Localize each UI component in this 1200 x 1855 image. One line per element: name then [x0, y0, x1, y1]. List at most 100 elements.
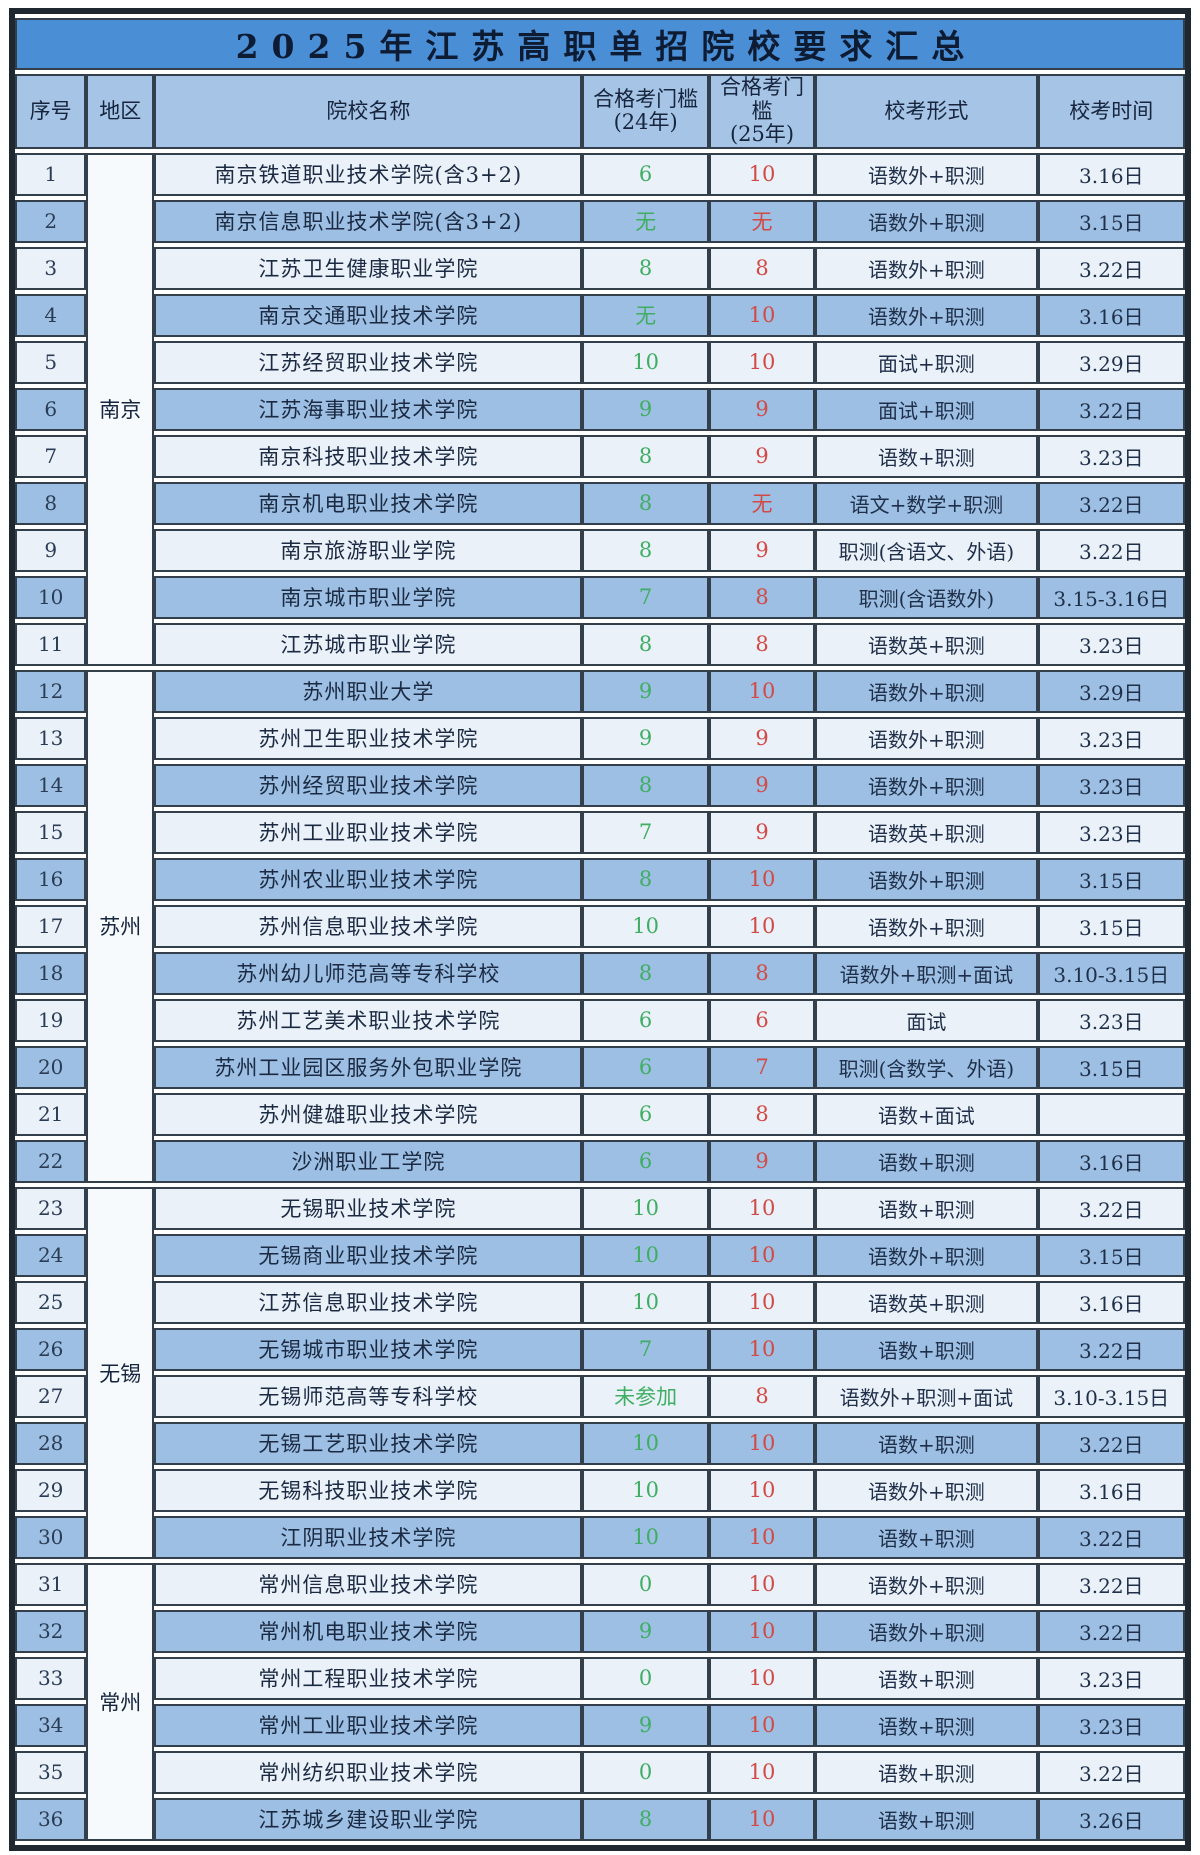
cell-exam-form: 职测(含数学、外语): [815, 1045, 1038, 1089]
cell-threshold-25: 9: [708, 434, 816, 478]
cell-exam-form: 面试+职测: [815, 387, 1038, 431]
cell-threshold-24: 7: [582, 575, 709, 619]
cell-threshold-25: 10: [708, 904, 816, 948]
cell-threshold-24: 8: [582, 528, 709, 572]
cell-region: 无锡: [86, 1186, 155, 1559]
cell-school-name: 江苏海事职业技术学院: [154, 387, 583, 431]
cell-exam-date: 3.22日: [1037, 1609, 1185, 1653]
cell-threshold-24: 7: [582, 1327, 709, 1371]
cell-threshold-25: 10: [708, 857, 816, 901]
cell-region: 南京: [86, 152, 155, 666]
col-header-school: 院校名称: [154, 74, 583, 149]
cell-threshold-25: 8: [708, 575, 816, 619]
cell-exam-form: 语数+面试: [815, 1092, 1038, 1136]
cell-index: 11: [15, 622, 87, 666]
cell-threshold-25: 10: [708, 1327, 816, 1371]
cell-school-name: 苏州职业大学: [154, 669, 583, 713]
cell-school-name: 江苏城市职业学院: [154, 622, 583, 666]
cell-school-name: 南京铁道职业技术学院(含3+2): [154, 152, 583, 196]
cell-threshold-25: 10: [708, 1797, 816, 1841]
cell-threshold-24: 8: [582, 481, 709, 525]
cell-exam-form: 语数外+职测: [815, 199, 1038, 243]
cell-threshold-24: 9: [582, 716, 709, 760]
cell-school-name: 苏州幼儿师范高等专科学校: [154, 951, 583, 995]
cell-threshold-25: 无: [708, 481, 816, 525]
cell-exam-date: 3.22日: [1037, 481, 1185, 525]
table-row: 36 江苏城乡建设职业学院 8 10 语数+职测 3.26日: [15, 1797, 1185, 1841]
cell-school-name: 江苏信息职业技术学院: [154, 1280, 583, 1324]
cell-school-name: 江苏城乡建设职业学院: [154, 1797, 583, 1841]
cell-exam-form: 语数+职测: [815, 1703, 1038, 1747]
cell-index: 32: [15, 1609, 87, 1653]
cell-exam-date: 3.23日: [1037, 434, 1185, 478]
cell-index: 2: [15, 199, 87, 243]
cell-school-name: 南京机电职业技术学院: [154, 481, 583, 525]
cell-index: 4: [15, 293, 87, 337]
cell-threshold-24: 0: [582, 1750, 709, 1794]
cell-threshold-24: 9: [582, 1703, 709, 1747]
cell-threshold-25: 10: [708, 1562, 816, 1606]
cell-threshold-24: 6: [582, 998, 709, 1042]
cell-index: 10: [15, 575, 87, 619]
cell-exam-date: 3.15日: [1037, 904, 1185, 948]
cell-exam-date: 3.26日: [1037, 1797, 1185, 1841]
cell-exam-form: 语文+数学+职测: [815, 481, 1038, 525]
cell-school-name: 无锡师范高等专科学校: [154, 1374, 583, 1418]
cell-threshold-24: 无: [582, 293, 709, 337]
cell-exam-date: 3.15日: [1037, 199, 1185, 243]
table-row: 2 南京信息职业技术学院(含3+2) 无 无 语数外+职测 3.15日: [15, 199, 1185, 243]
cell-school-name: 南京科技职业技术学院: [154, 434, 583, 478]
cell-school-name: 常州工程职业技术学院: [154, 1656, 583, 1700]
col-header-exam-date: 校考时间: [1037, 74, 1185, 149]
table-row: 33 常州工程职业技术学院 0 10 语数+职测 3.23日: [15, 1656, 1185, 1700]
cell-exam-date: 3.16日: [1037, 1139, 1185, 1183]
cell-index: 23: [15, 1186, 87, 1230]
table-row: 31 常州 常州信息职业技术学院 0 10 语数外+职测 3.22日: [15, 1562, 1185, 1841]
cell-school-name: 江苏经贸职业技术学院: [154, 340, 583, 384]
cell-threshold-24: 9: [582, 387, 709, 431]
table-row: 16 苏州农业职业技术学院 8 10 语数外+职测 3.15日: [15, 857, 1185, 901]
cell-school-name: 南京旅游职业学院: [154, 528, 583, 572]
cell-threshold-25: 10: [708, 152, 816, 196]
cell-school-name: 常州工业职业技术学院: [154, 1703, 583, 1747]
col-header-threshold-25: 合格考门槛 (25年): [708, 74, 816, 149]
cell-index: 16: [15, 857, 87, 901]
cell-index: 1: [15, 152, 87, 196]
cell-index: 18: [15, 951, 87, 995]
cell-threshold-24: 10: [582, 1186, 709, 1230]
cell-threshold-25: 9: [708, 1139, 816, 1183]
cell-exam-date: 3.23日: [1037, 716, 1185, 760]
cell-threshold-24: 无: [582, 199, 709, 243]
cell-threshold-25: 8: [708, 951, 816, 995]
col-header-threshold-24-line1: 合格考门槛: [593, 86, 699, 111]
cell-exam-form: 语数+职测: [815, 1656, 1038, 1700]
col-header-region: 地区: [86, 74, 155, 149]
cell-school-name: 苏州卫生职业技术学院: [154, 716, 583, 760]
cell-threshold-25: 10: [708, 1515, 816, 1559]
cell-exam-form: 语数外+职测+面试: [815, 951, 1038, 995]
cell-school-name: 南京城市职业学院: [154, 575, 583, 619]
table-row: 30 江阴职业技术学院 10 10 语数+职测 3.22日: [15, 1515, 1185, 1559]
table-row: 17 苏州信息职业技术学院 10 10 语数外+职测 3.15日: [15, 904, 1185, 948]
cell-threshold-25: 7: [708, 1045, 816, 1089]
table-row: 18 苏州幼儿师范高等专科学校 8 8 语数外+职测+面试 3.10-3.15日: [15, 951, 1185, 995]
col-header-threshold-24: 合格考门槛 (24年): [582, 74, 709, 149]
cell-threshold-25: 8: [708, 622, 816, 666]
cell-exam-form: 语数+职测: [815, 1139, 1038, 1183]
cell-threshold-24: 6: [582, 1092, 709, 1136]
cell-threshold-24: 8: [582, 951, 709, 995]
cell-school-name: 无锡工艺职业技术学院: [154, 1421, 583, 1465]
table-row: 9 南京旅游职业学院 8 9 职测(含语文、外语) 3.22日: [15, 528, 1185, 572]
cell-threshold-25: 8: [708, 1374, 816, 1418]
table-row: 27 无锡师范高等专科学校 未参加 8 语数外+职测+面试 3.10-3.15日: [15, 1374, 1185, 1418]
cell-threshold-25: 10: [708, 293, 816, 337]
cell-index: 12: [15, 669, 87, 713]
cell-school-name: 江阴职业技术学院: [154, 1515, 583, 1559]
table-row: 12 苏州 苏州职业大学 9 10 语数外+职测 3.29日: [15, 669, 1185, 1183]
table-row: 28 无锡工艺职业技术学院 10 10 语数+职测 3.22日: [15, 1421, 1185, 1465]
cell-exam-form: 语数+职测: [815, 1421, 1038, 1465]
cell-exam-date: 3.15日: [1037, 1233, 1185, 1277]
cell-index: 27: [15, 1374, 87, 1418]
cell-index: 22: [15, 1139, 87, 1183]
title-row: 2025年江苏高职单招院校要求汇总: [15, 18, 1185, 70]
